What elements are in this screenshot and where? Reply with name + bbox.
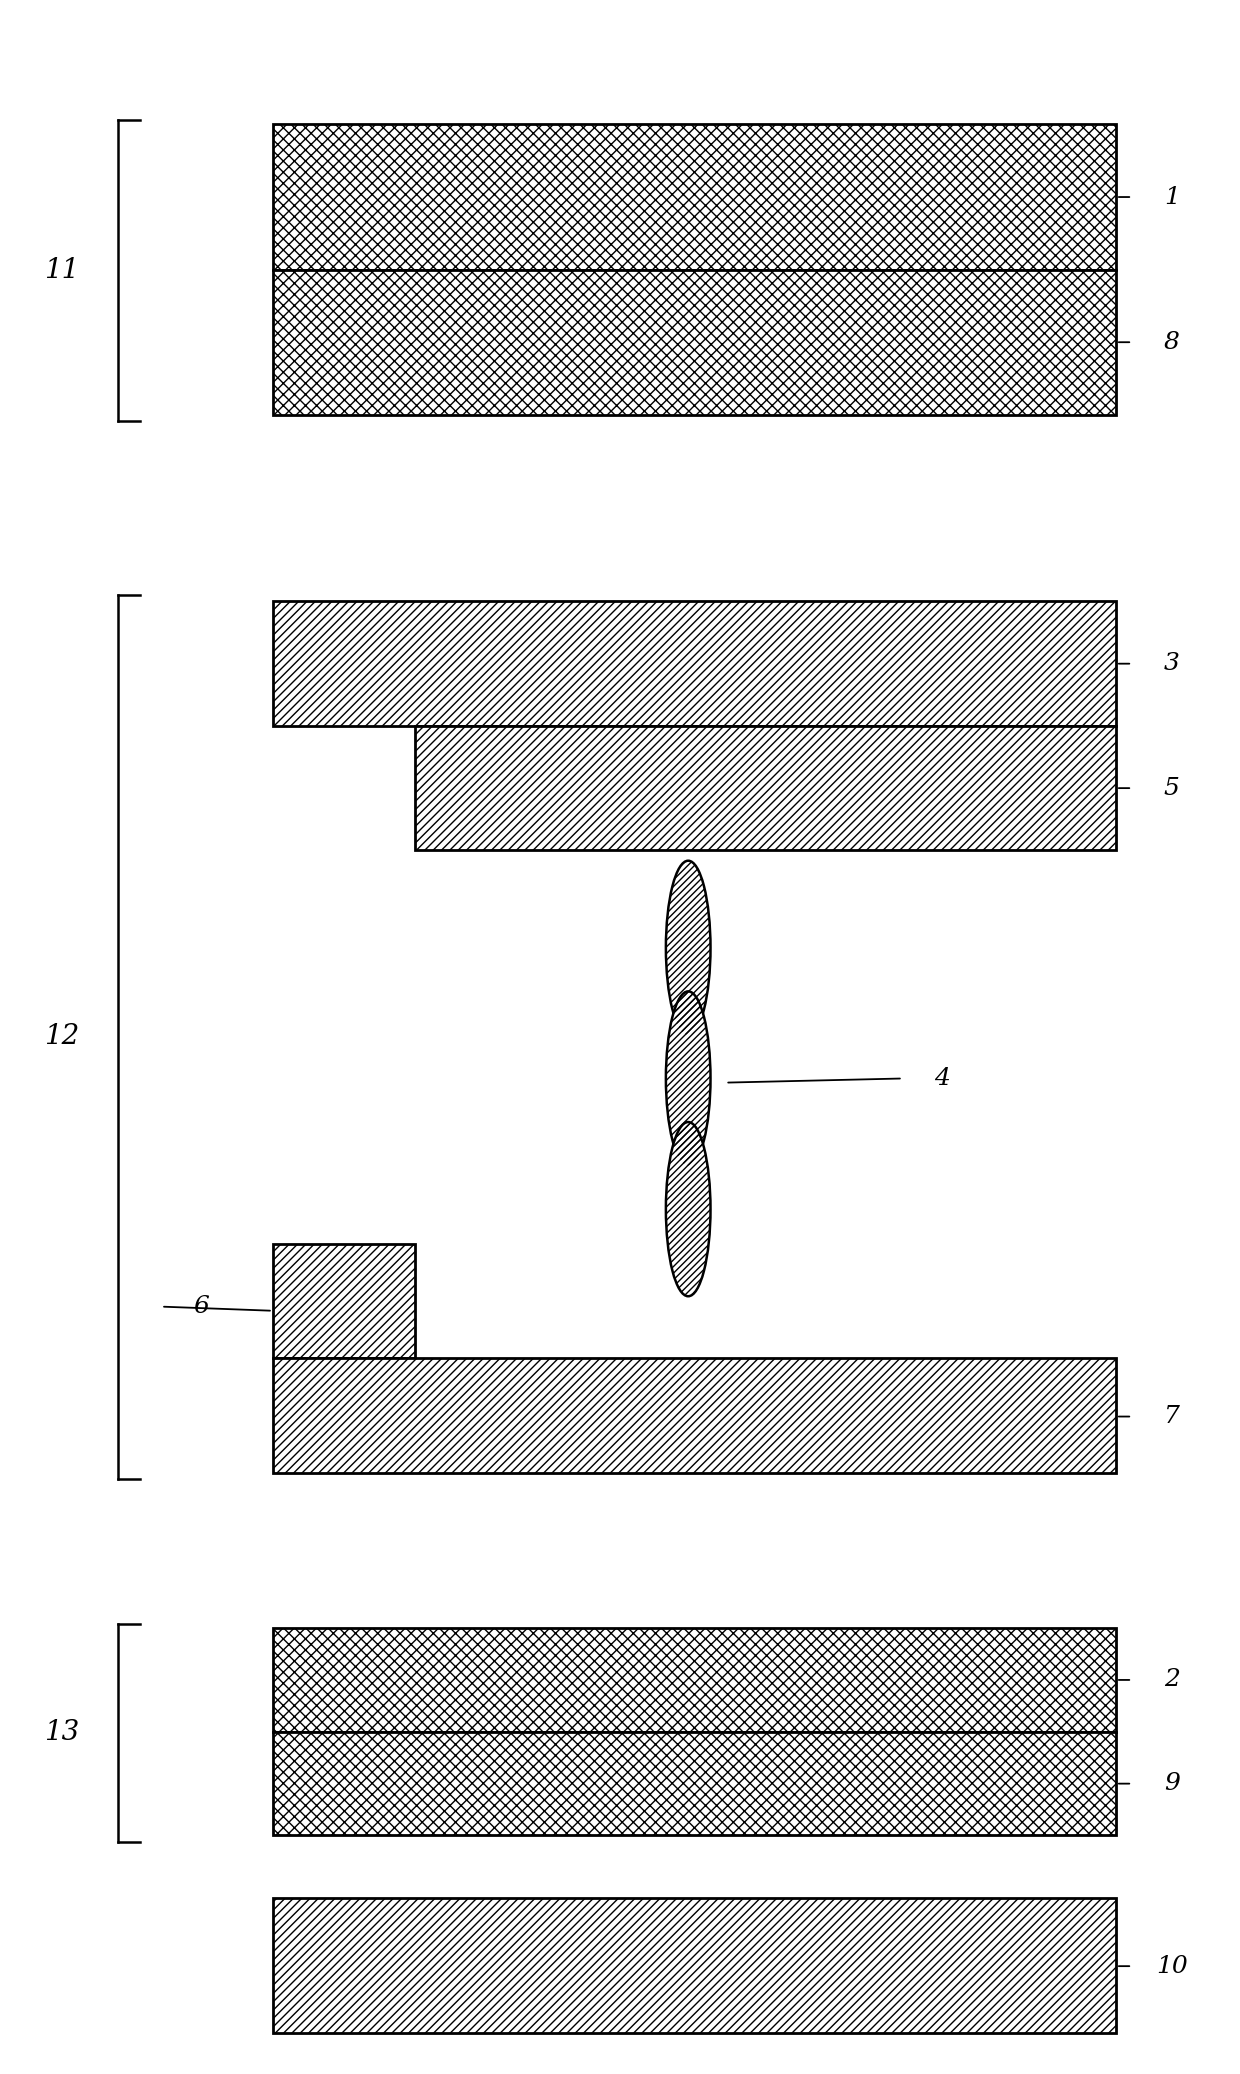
Bar bbox=[273, 1898, 1116, 2033]
Bar bbox=[273, 1358, 1116, 1473]
Text: 5: 5 bbox=[1164, 776, 1179, 801]
Bar bbox=[273, 1628, 1116, 1732]
Text: 12: 12 bbox=[45, 1022, 79, 1052]
Text: 11: 11 bbox=[45, 257, 79, 284]
Text: 7: 7 bbox=[1164, 1404, 1179, 1429]
Text: 3: 3 bbox=[1164, 651, 1179, 676]
Ellipse shape bbox=[666, 1122, 711, 1296]
Text: 10: 10 bbox=[1156, 1954, 1188, 1979]
Text: 2: 2 bbox=[1164, 1667, 1179, 1692]
Text: 4: 4 bbox=[935, 1066, 950, 1091]
Bar bbox=[273, 124, 1116, 270]
Bar bbox=[415, 726, 1116, 850]
Text: 1: 1 bbox=[1164, 185, 1179, 209]
Bar bbox=[273, 1244, 415, 1358]
Text: 8: 8 bbox=[1164, 330, 1179, 355]
Bar bbox=[273, 1732, 1116, 1835]
Ellipse shape bbox=[666, 991, 711, 1166]
Text: 9: 9 bbox=[1164, 1771, 1179, 1796]
Ellipse shape bbox=[666, 861, 711, 1035]
Text: 6: 6 bbox=[193, 1294, 208, 1319]
Bar bbox=[273, 270, 1116, 415]
Bar bbox=[273, 601, 1116, 726]
Text: 13: 13 bbox=[45, 1719, 79, 1746]
